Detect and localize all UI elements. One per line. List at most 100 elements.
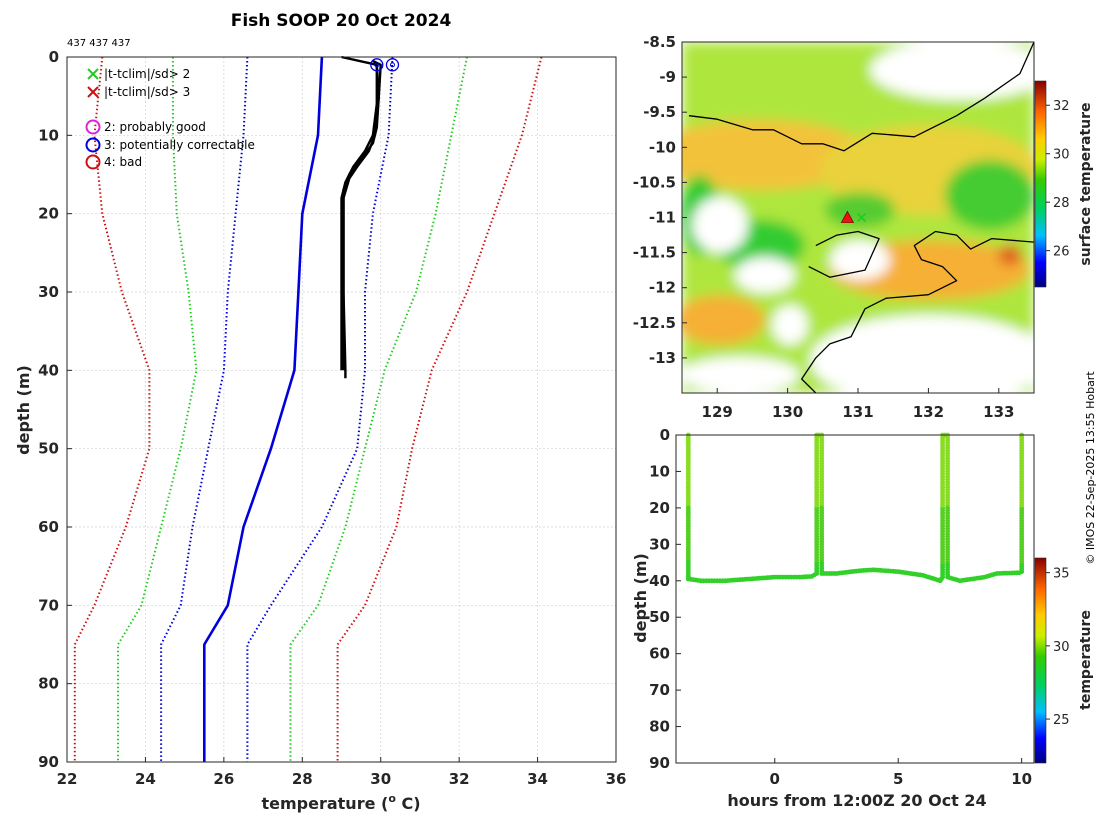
time-ytick-label: 40: [649, 572, 670, 590]
time-ytick-label: 60: [649, 645, 670, 663]
sst-land-south: [810, 315, 1034, 393]
temperature-colorbar-tick-label: 25: [1053, 713, 1070, 728]
legend-x-marker-b-2: [87, 86, 99, 98]
temperature-colorbar: [1034, 557, 1047, 764]
map-xtick-label: 130: [772, 403, 803, 421]
time-xtick-label: 0: [770, 770, 780, 788]
flag-marker-center-2: [389, 62, 395, 68]
time-axes-frame: [675, 434, 1035, 764]
sst-land-north: [870, 42, 1034, 100]
depth-time-points: [685, 432, 1025, 584]
legend-label-4: 3: potentially correctable: [104, 138, 255, 152]
map-ytick-label: -11.5: [633, 244, 676, 262]
map-ytick-label: -12.5: [633, 314, 676, 332]
time-ytick-label: 10: [649, 462, 670, 480]
surface-colorbar-tick-label: 26: [1053, 245, 1070, 260]
profile-xtick-label: 30: [370, 770, 391, 788]
profile-xtick-label: 24: [135, 770, 156, 788]
flag-marker-2: [385, 58, 400, 72]
map-xtick-label: 132: [913, 403, 944, 421]
map-ytick-label: -12: [649, 279, 676, 297]
surface-colorbar-tick-label: 32: [1053, 99, 1070, 114]
time-ticks: 0 5 10 0 10 20 30 40 50 60 70 80 90: [649, 426, 1032, 788]
profile-ytick-label: 70: [38, 596, 59, 614]
series-profile-2: [342, 64, 380, 371]
time-ytick-label: 80: [649, 718, 670, 736]
profile-ytick-label: 10: [38, 126, 59, 144]
series-clim-minus-3sd: [73, 56, 151, 762]
sst-hot-spot: [998, 245, 1022, 265]
series-clim-plus-1sd: [246, 56, 394, 762]
profile-xtick-label: 36: [606, 770, 627, 788]
profile-ytick-label: 50: [38, 440, 59, 458]
time-panel: 0 5 10 0 10 20 30 40 50 60 70 80 90 hours from 12:00…: [631, 426, 1094, 810]
profile-xlabel-degree: o: [388, 792, 396, 805]
profile-axes-frame: [66, 56, 617, 763]
surface-colorbar-tick-label: 30: [1053, 148, 1070, 163]
flag-marker-1: [370, 58, 384, 72]
profile-xtick-label: 34: [527, 770, 548, 788]
legend-circle-marker-5: [85, 154, 101, 170]
time-xtick-label: 10: [1011, 770, 1032, 788]
coastline: [688, 42, 1034, 393]
profile-ticks: 22 24 26 28 30 32 34 36 0 10 20 30 40 50 60 70 80 90: [38, 48, 626, 788]
map-clip-group: [682, 42, 1034, 393]
profile-ytick-label: 20: [38, 205, 59, 223]
chart-title: Fish SOOP 20 Oct 2024: [231, 11, 452, 31]
sst-warm-southwest: [682, 295, 765, 345]
map-xtick-label: 129: [702, 403, 733, 421]
map-ytick-label: -9.5: [643, 103, 676, 121]
profile-series: [73, 55, 543, 762]
legend-label-2: |t-tclim|/sd> 3: [104, 85, 190, 99]
time-ytick-label: 0: [660, 426, 670, 444]
time-axes-background: [676, 435, 1034, 763]
temperature-colorbar-tick-label: 35: [1053, 567, 1070, 582]
map-station-markers: [840, 210, 867, 223]
time-ytick-label: 70: [649, 681, 670, 699]
coastline-segment-1: [688, 42, 1034, 152]
sst-cool-patch-2: [945, 160, 1034, 230]
surface-colorbar-ticks: 26 28 30 32: [1046, 99, 1070, 260]
profile-ylabel: depth (m): [14, 365, 33, 455]
profile-legend: |t-tclim|/sd> 2 |t-tclim|/sd> 3 2: probabl…: [85, 67, 255, 170]
profile-ytick-label: 40: [38, 361, 59, 379]
time-xlabel: hours from 12:00Z 20 Oct 24: [727, 791, 986, 810]
sst-cloud-gap-4: [682, 357, 800, 393]
legend-label-5: 4: bad: [104, 155, 142, 169]
temperature-colorbar-ticks: 25 30 35: [1046, 567, 1070, 728]
profile-axes-background: [67, 57, 616, 762]
profile-xtick-label: 26: [213, 770, 234, 788]
sst-cloud-gap-2: [735, 257, 795, 293]
surface-colorbar-label: surface temperature: [1078, 102, 1094, 265]
profile-ids: 437 437 437: [67, 38, 131, 49]
legend-circle-marker-3: [85, 119, 101, 135]
map-panel: 129 130 131 132 133 -8.5 -9 -9.5 -10 -10.5 -11 -11.…: [633, 33, 1094, 421]
time-ytick-label: 50: [649, 608, 670, 626]
series-clim-mean: [203, 56, 324, 762]
sst-cloud-gap-3: [772, 305, 808, 345]
map-ytick-label: -9: [659, 68, 676, 86]
profile-panel: 22 24 26 28 30 32 34 36 0 10 20 30 40 50 60 70 80 90 |t-t…: [14, 48, 626, 813]
map-xtick-label: 131: [842, 403, 873, 421]
legend-label-1: |t-tclim|/sd> 2: [104, 67, 190, 81]
sst-field: [682, 42, 1034, 393]
temperature-colorbar-tick-label: 30: [1053, 640, 1070, 655]
series-clim-plus-3sd: [336, 56, 543, 762]
flag-marker-center-1: [374, 62, 380, 68]
coastline-segment-3: [801, 230, 1034, 393]
map-ytick-label: -13: [649, 349, 676, 367]
map-ytick-label: -10.5: [633, 173, 676, 191]
map-xtick-label: 133: [983, 403, 1014, 421]
legend-circle-marker-4: [85, 137, 101, 153]
time-xtick-label: 5: [893, 770, 903, 788]
time-ytick-label: 30: [649, 535, 670, 553]
map-ytick-label: -8.5: [643, 33, 676, 51]
sst-cool-patch-3: [825, 192, 895, 228]
station-triangle-marker: [840, 210, 855, 223]
series-profile-3: [340, 64, 378, 371]
credit-text: © IMOS 22-Sep-2025 13:55 Hobart: [1084, 371, 1097, 565]
time-ylabel: depth (m): [631, 553, 650, 643]
time-ytick-label: 20: [649, 499, 670, 517]
series-clim-plus-2sd: [289, 56, 468, 762]
